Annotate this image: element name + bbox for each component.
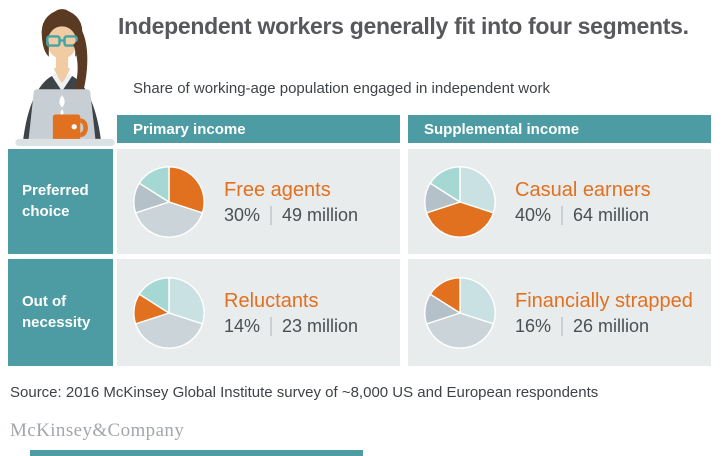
pie-chart-financially-strapped <box>424 276 496 349</box>
segment-count: 49 million <box>282 204 359 225</box>
segment-cell-reluctants: Reluctants 14% 23 million <box>117 259 400 366</box>
stat-divider <box>270 205 273 225</box>
segment-pct: 16% <box>515 315 552 336</box>
segment-pct: 30% <box>224 204 261 225</box>
segment-name: Reluctants <box>224 289 319 312</box>
column-header-primary-income: Primary income <box>117 115 400 143</box>
pie-slice-casual-earners <box>425 200 495 238</box>
mckinsey-logo: McKinsey&Company <box>10 420 185 441</box>
pie-slice-free-agents <box>459 276 496 325</box>
steam-icon <box>59 95 65 116</box>
stat-divider <box>561 316 564 336</box>
pie-slice-casual-earners <box>425 311 495 349</box>
stat-divider <box>561 205 564 225</box>
stat-divider <box>270 316 273 336</box>
segment-count: 26 million <box>573 315 650 336</box>
segment-stats: 30% 49 million <box>224 205 358 226</box>
segment-pct: 40% <box>515 204 552 225</box>
pie-slice-financially-strapped <box>138 165 170 203</box>
pie-slice-financially-strapped <box>429 165 461 203</box>
glasses-icon <box>46 35 78 47</box>
segment-pct: 14% <box>224 315 261 336</box>
segment-count: 64 million <box>573 204 650 225</box>
segment-stats: 40% 64 million <box>515 205 651 226</box>
column-header-supplemental-income: Supplemental income <box>408 115 711 143</box>
segment-cell-casual-earners: Casual earners 40% 64 million <box>408 149 711 254</box>
pie-slice-casual-earners <box>134 311 204 349</box>
row-label-out-of-necessity: Out of necessity <box>8 259 113 366</box>
pie-slice-free-agents <box>459 165 496 214</box>
pie-slice-casual-earners <box>134 200 204 238</box>
segment-cell-free-agents: Free agents 30% 49 million <box>117 149 400 254</box>
segment-name: Financially strapped <box>515 289 693 312</box>
coffee-mug-icon <box>52 114 88 143</box>
segment-name: Free agents <box>224 178 331 201</box>
pie-chart-free-agents <box>133 165 205 238</box>
segment-stats: 16% 26 million <box>515 316 693 337</box>
segment-name: Casual earners <box>515 178 651 201</box>
pie-slice-free-agents <box>168 276 205 325</box>
segment-count: 23 million <box>282 315 359 336</box>
pie-slice-financially-strapped <box>429 276 461 314</box>
woman-at-laptop-illustration <box>15 9 115 146</box>
segment-stats: 14% 23 million <box>224 316 358 337</box>
page-title: Independent workers generally fit into f… <box>118 13 689 39</box>
chart-subtitle: Share of working-age population engaged … <box>133 80 550 97</box>
pie-slice-financially-strapped <box>138 276 170 314</box>
source-note: Source: 2016 McKinsey Global Institute s… <box>10 384 599 401</box>
row-label-preferred-choice: Preferred choice <box>8 149 113 254</box>
pie-chart-reluctants <box>133 276 205 349</box>
footer-accent-bar <box>30 450 363 456</box>
pie-slice-free-agents <box>168 165 205 214</box>
pie-chart-casual-earners <box>424 165 496 238</box>
segment-cell-financially-strapped: Financially strapped 16% 26 million <box>408 259 711 366</box>
